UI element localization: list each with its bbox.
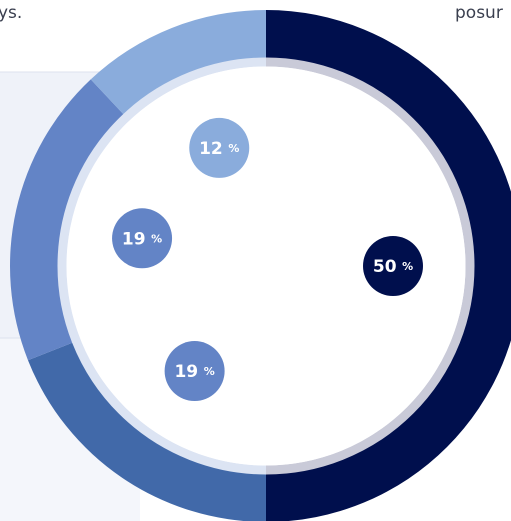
donut: [10, 10, 511, 521]
value-label: 50 %: [373, 257, 413, 278]
value-label: 12 %: [199, 138, 239, 159]
labels: 50 %19 %19 %12 %: [112, 117, 423, 402]
value-number: 12: [199, 139, 223, 159]
value-bubble: [112, 208, 173, 269]
value-bubble: [189, 117, 250, 178]
value-number: 50: [373, 257, 397, 277]
text-fragment: posur: [455, 3, 503, 23]
value-label: 19 %: [122, 229, 162, 250]
value-unit: %: [151, 232, 162, 245]
value-number: 19: [174, 362, 198, 382]
donut-segment: [266, 10, 511, 521]
value-label: 19 %: [174, 362, 214, 383]
inner-ring: [265, 57, 475, 475]
donut-segment: [10, 79, 125, 361]
value-bubble: [363, 236, 423, 296]
value-unit: %: [228, 142, 239, 155]
value-unit: %: [402, 260, 413, 273]
donut-segment: [90, 10, 266, 116]
value-bubble: [164, 341, 225, 402]
text-fragment: ys.: [0, 3, 22, 23]
value-number: 19: [122, 229, 146, 249]
donut-segment: [27, 342, 266, 521]
value-unit: %: [204, 365, 215, 378]
inner-ring: [57, 57, 267, 475]
